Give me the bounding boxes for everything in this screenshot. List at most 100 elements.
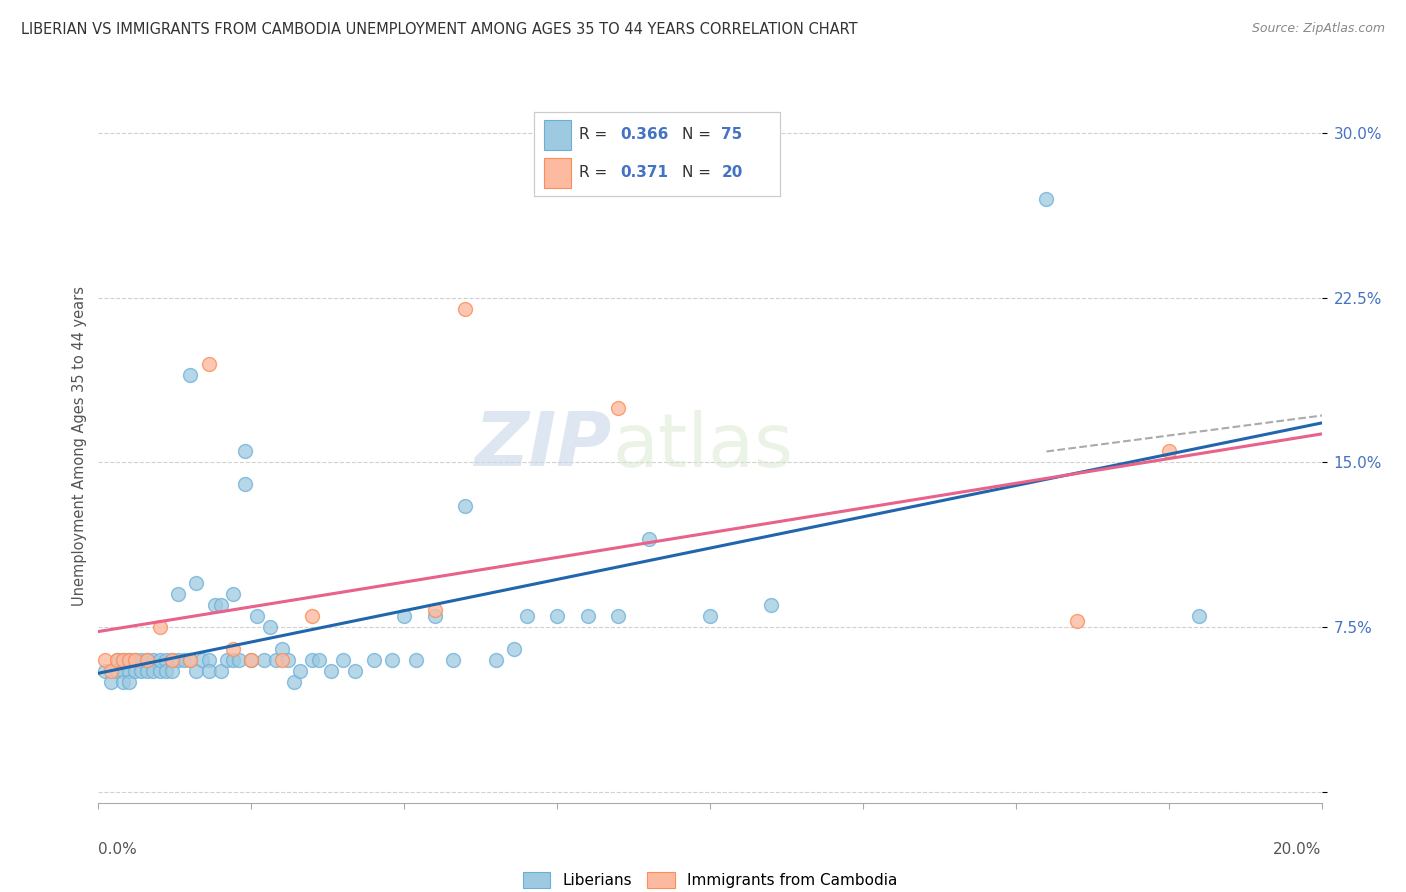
- Point: [136, 653, 159, 667]
- Point: [363, 653, 385, 667]
- Point: [124, 664, 146, 678]
- Point: [129, 664, 152, 678]
- Point: [93, 653, 115, 667]
- Point: [105, 653, 128, 667]
- Point: [222, 642, 245, 657]
- Point: [454, 500, 477, 514]
- Point: [118, 653, 141, 667]
- Point: [111, 653, 134, 667]
- Point: [209, 664, 232, 678]
- Point: [129, 653, 152, 667]
- Point: [100, 664, 122, 678]
- Text: N =: N =: [682, 165, 716, 180]
- Y-axis label: Unemployment Among Ages 35 to 44 years: Unemployment Among Ages 35 to 44 years: [72, 286, 87, 606]
- Text: R =: R =: [579, 165, 612, 180]
- Point: [699, 609, 721, 624]
- Point: [160, 664, 183, 678]
- Point: [1066, 614, 1088, 628]
- Point: [441, 653, 464, 667]
- Point: [136, 664, 159, 678]
- Point: [240, 653, 263, 667]
- Point: [607, 401, 630, 415]
- Point: [546, 609, 568, 624]
- Point: [290, 664, 312, 678]
- Point: [118, 675, 141, 690]
- Point: [381, 653, 404, 667]
- Point: [124, 653, 146, 667]
- Point: [485, 653, 508, 667]
- Point: [186, 664, 208, 678]
- Point: [283, 675, 305, 690]
- Point: [111, 664, 134, 678]
- Text: atlas: atlas: [612, 409, 793, 483]
- Point: [160, 653, 183, 667]
- Point: [155, 653, 177, 667]
- Point: [149, 620, 172, 634]
- Text: 0.366: 0.366: [620, 127, 669, 142]
- Text: 75: 75: [721, 127, 742, 142]
- Point: [105, 664, 128, 678]
- Text: Source: ZipAtlas.com: Source: ZipAtlas.com: [1251, 22, 1385, 36]
- Legend: Liberians, Immigrants from Cambodia: Liberians, Immigrants from Cambodia: [523, 872, 897, 888]
- Point: [93, 664, 115, 678]
- Point: [259, 620, 281, 634]
- Point: [179, 653, 201, 667]
- Point: [124, 653, 146, 667]
- Point: [308, 653, 330, 667]
- Point: [111, 653, 134, 667]
- Point: [197, 664, 219, 678]
- Text: ZIP: ZIP: [475, 409, 612, 483]
- Point: [301, 653, 323, 667]
- Point: [186, 576, 208, 591]
- Point: [111, 675, 134, 690]
- Point: [118, 664, 141, 678]
- Point: [637, 533, 661, 547]
- Text: R =: R =: [579, 127, 612, 142]
- Point: [240, 653, 263, 667]
- Point: [215, 653, 238, 667]
- Point: [607, 609, 630, 624]
- FancyBboxPatch shape: [544, 120, 571, 150]
- Point: [423, 609, 446, 624]
- Text: N =: N =: [682, 127, 716, 142]
- Point: [301, 609, 323, 624]
- Point: [405, 653, 427, 667]
- Point: [1188, 609, 1211, 624]
- Text: 0.0%: 0.0%: [98, 842, 138, 857]
- Point: [233, 477, 256, 491]
- Text: 20.0%: 20.0%: [1274, 842, 1322, 857]
- Point: [264, 653, 287, 667]
- Point: [516, 609, 538, 624]
- Point: [197, 357, 219, 371]
- Point: [204, 598, 226, 612]
- Point: [423, 602, 446, 616]
- Text: 0.371: 0.371: [620, 165, 668, 180]
- Point: [392, 609, 416, 624]
- Text: LIBERIAN VS IMMIGRANTS FROM CAMBODIA UNEMPLOYMENT AMONG AGES 35 TO 44 YEARS CORR: LIBERIAN VS IMMIGRANTS FROM CAMBODIA UNE…: [21, 22, 858, 37]
- Point: [222, 653, 245, 667]
- Point: [233, 444, 256, 458]
- Point: [454, 301, 477, 316]
- Point: [1157, 444, 1180, 458]
- Point: [228, 653, 250, 667]
- Point: [191, 653, 214, 667]
- Point: [319, 664, 342, 678]
- Point: [246, 609, 269, 624]
- Point: [576, 609, 599, 624]
- Point: [136, 653, 159, 667]
- Point: [1035, 192, 1057, 206]
- Point: [209, 598, 232, 612]
- Point: [149, 653, 172, 667]
- Point: [759, 598, 782, 612]
- Point: [155, 664, 177, 678]
- Point: [179, 368, 201, 382]
- Point: [100, 675, 122, 690]
- Point: [160, 653, 183, 667]
- Point: [277, 653, 299, 667]
- Point: [142, 664, 165, 678]
- Point: [197, 653, 219, 667]
- FancyBboxPatch shape: [544, 158, 571, 188]
- Point: [503, 642, 526, 657]
- Text: 20: 20: [721, 165, 742, 180]
- Point: [332, 653, 354, 667]
